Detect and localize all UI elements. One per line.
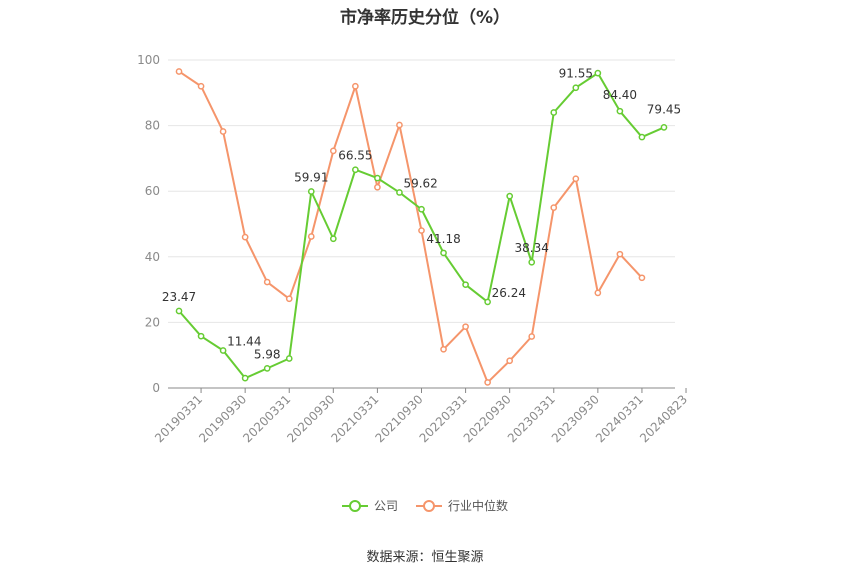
company-data-label: 91.55 (559, 67, 593, 81)
company-data-label: 59.62 (403, 176, 437, 190)
company-data-label: 5.98 (254, 347, 281, 361)
company-data-label: 38.34 (515, 241, 549, 255)
industry-point (528, 333, 536, 340)
industry-point (396, 121, 403, 129)
company-point (263, 365, 271, 372)
company-data-label: 26.24 (492, 286, 526, 300)
company-data-label: 79.45 (647, 102, 681, 116)
industry-point (616, 250, 624, 258)
industry-point (572, 175, 580, 183)
industry-point (484, 379, 491, 386)
company-point (594, 69, 602, 77)
company-point (418, 205, 425, 213)
company-point (285, 355, 293, 362)
industry-point (219, 128, 227, 135)
company-point (374, 174, 381, 182)
y-tick-label: 20 (145, 315, 160, 329)
company-point (484, 298, 491, 306)
industry-point (638, 274, 646, 282)
company-point (219, 347, 227, 354)
chart-title: 市净率历史分位（%） (339, 8, 511, 28)
company-point (352, 166, 359, 174)
industry-point (307, 233, 315, 240)
industry-point (285, 295, 293, 303)
company-line-icon (341, 499, 368, 512)
chart-plot-area: 0 20 40 60 80 100 201903312019093020200331202… (137, 53, 690, 445)
company-point (462, 281, 469, 289)
company-data-label: 23.47 (162, 290, 196, 304)
grid-lines (168, 59, 675, 323)
series-industry (175, 68, 646, 386)
company-data-label: 66.55 (338, 149, 372, 163)
industry-point (462, 323, 469, 331)
company-point (175, 307, 183, 315)
company-data-label: 59.91 (294, 170, 328, 184)
company-point (440, 249, 447, 257)
company-point (329, 235, 337, 243)
y-tick-label: 0 (152, 381, 160, 395)
y-axis-ticks: 0 20 40 60 80 100 (137, 53, 160, 395)
industry-point (175, 68, 183, 75)
industry-point (594, 289, 602, 297)
legend-label-company: 公司 (373, 499, 398, 513)
legend-label-industry: 行业中位数 (448, 499, 509, 513)
industry-point (440, 345, 447, 353)
company-point (638, 133, 646, 141)
company-data-label: 11.44 (227, 334, 261, 348)
data-source: 数据来源：恒生聚源 (366, 550, 484, 565)
company-point (506, 192, 514, 200)
legend: 公司 行业中位数 (0, 497, 850, 514)
legend-item-company[interactable]: 公司 (341, 497, 398, 514)
series-line (178, 70, 643, 384)
industry-point (374, 183, 381, 191)
company-point (660, 124, 668, 131)
y-tick-label: 100 (137, 53, 160, 67)
company-point (307, 188, 315, 195)
industry-point (418, 227, 425, 234)
data-labels: 23.47 11.445.98 59.91 66.55 59.62 41.18 26.24 3… (162, 67, 681, 362)
company-point (572, 84, 580, 92)
company-point (550, 109, 558, 116)
industry-point (241, 233, 249, 241)
company-data-label: 84.40 (603, 88, 637, 102)
industry-point (550, 204, 558, 211)
company-point (396, 189, 403, 196)
series-line (178, 72, 665, 380)
industry-point (329, 147, 337, 155)
industry-point (506, 357, 514, 365)
company-point (616, 107, 624, 115)
company-point (528, 258, 536, 266)
industry-point (263, 278, 271, 286)
industry-point (352, 82, 359, 90)
industry-point (197, 82, 205, 90)
series-company (175, 69, 668, 382)
x-tick-label: 20240823 (637, 392, 690, 445)
legend-item-industry[interactable]: 行业中位数 (416, 497, 508, 514)
y-tick-label: 60 (145, 184, 160, 198)
industry-line-icon (416, 499, 442, 512)
y-tick-label: 40 (145, 250, 160, 264)
company-point (241, 374, 249, 382)
x-axis-ticks: 2019033120190930202003312020093020210331… (152, 388, 690, 445)
y-tick-label: 80 (145, 119, 160, 133)
company-data-label: 41.18 (426, 232, 460, 246)
company-point (197, 332, 205, 340)
